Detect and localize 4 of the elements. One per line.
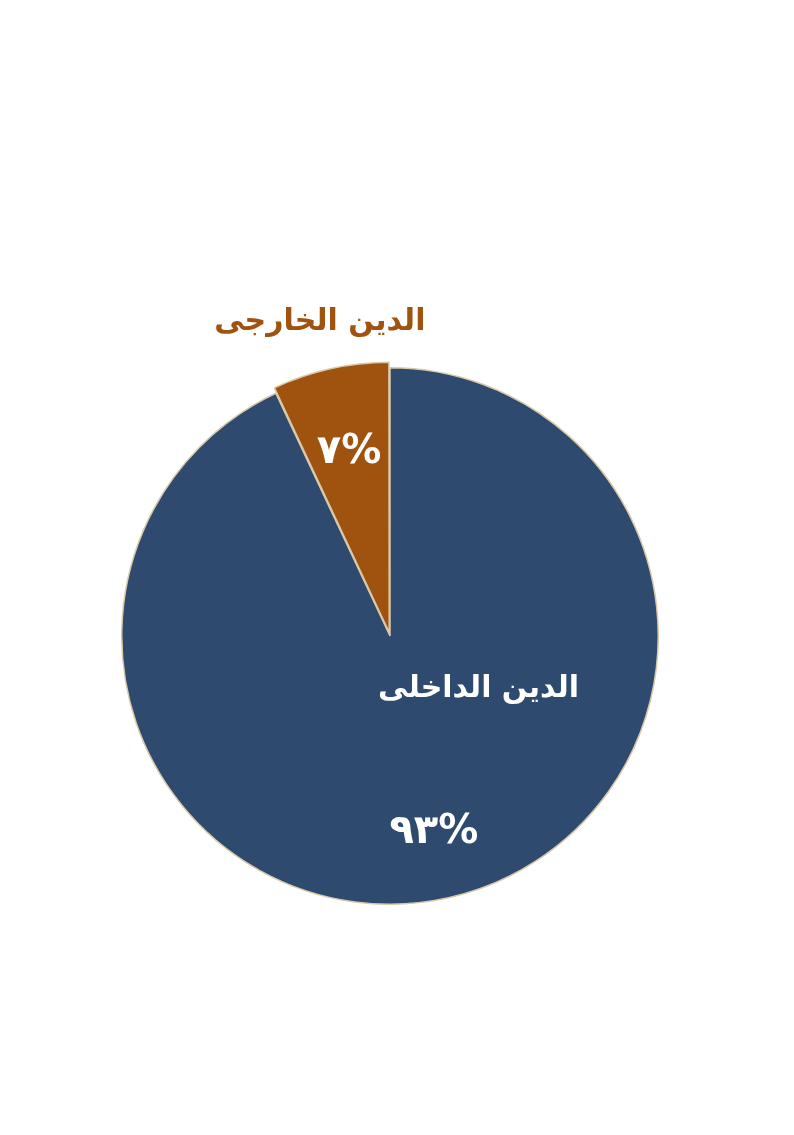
data-label: ٩٣% [389,805,479,852]
slice-label: الدين الداخلى [378,669,580,705]
slice-label: الدين الخارجى [214,301,426,337]
data-label: ٧% [316,426,382,473]
